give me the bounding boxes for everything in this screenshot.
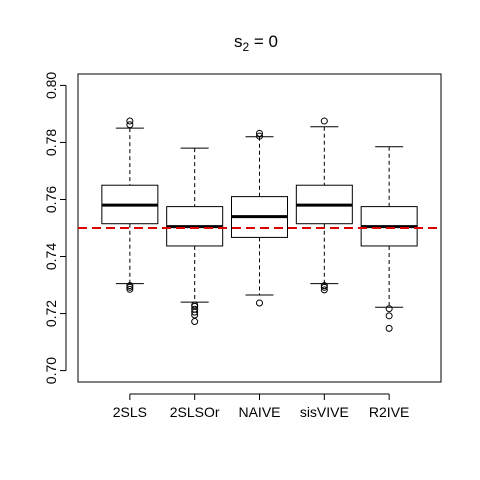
- y-tick-label: 0.76: [43, 186, 59, 213]
- outlier-point: [126, 285, 134, 293]
- title-main: s: [234, 32, 243, 51]
- y-tick-label: 0.78: [43, 129, 59, 156]
- outlier-point: [126, 282, 134, 290]
- x-tick-label: NAIVE: [238, 404, 280, 420]
- x-tick-label: 2SLS: [113, 404, 147, 420]
- y-tick-label: 0.72: [43, 300, 59, 327]
- outlier-point: [191, 305, 199, 313]
- box-sisvive: [295, 117, 353, 294]
- y-tick-label: 0.80: [43, 72, 59, 99]
- outlier-point: [126, 117, 134, 125]
- x-axis: 2SLS 2SLSOr NAIVE sisVIVE R2IVE: [113, 393, 409, 420]
- box-2slsor: [166, 147, 224, 326]
- box-naive: [231, 129, 288, 307]
- chart-title: s2 = 0: [234, 32, 278, 54]
- title-rest: = 0: [249, 32, 278, 51]
- outlier-point: [385, 312, 393, 320]
- x-tick-label: sisVIVE: [300, 404, 349, 420]
- box-2sls: [101, 117, 159, 293]
- x-tick-label: R2IVE: [369, 404, 409, 420]
- outlier-point: [256, 132, 263, 140]
- outlier-point: [191, 301, 199, 309]
- outlier-point: [256, 129, 263, 137]
- x-tick-label: 2SLSOr: [170, 404, 220, 420]
- outlier-point: [320, 117, 328, 125]
- outlier-point: [256, 299, 263, 307]
- outlier-point: [385, 324, 393, 332]
- outlier-point: [385, 305, 393, 313]
- y-tick-label: 0.74: [43, 243, 59, 270]
- outlier-point: [191, 318, 199, 326]
- y-tick-label: 0.70: [43, 357, 59, 384]
- outlier-point: [320, 286, 328, 294]
- boxes-group: [101, 117, 418, 332]
- title-subscript: 2: [242, 40, 249, 54]
- outlier-point: [320, 282, 328, 290]
- outlier-point: [126, 121, 134, 129]
- y-axis: 0.70 0.72 0.74 0.76 0.78 0.80: [43, 72, 67, 384]
- box-r2ive: [360, 146, 418, 332]
